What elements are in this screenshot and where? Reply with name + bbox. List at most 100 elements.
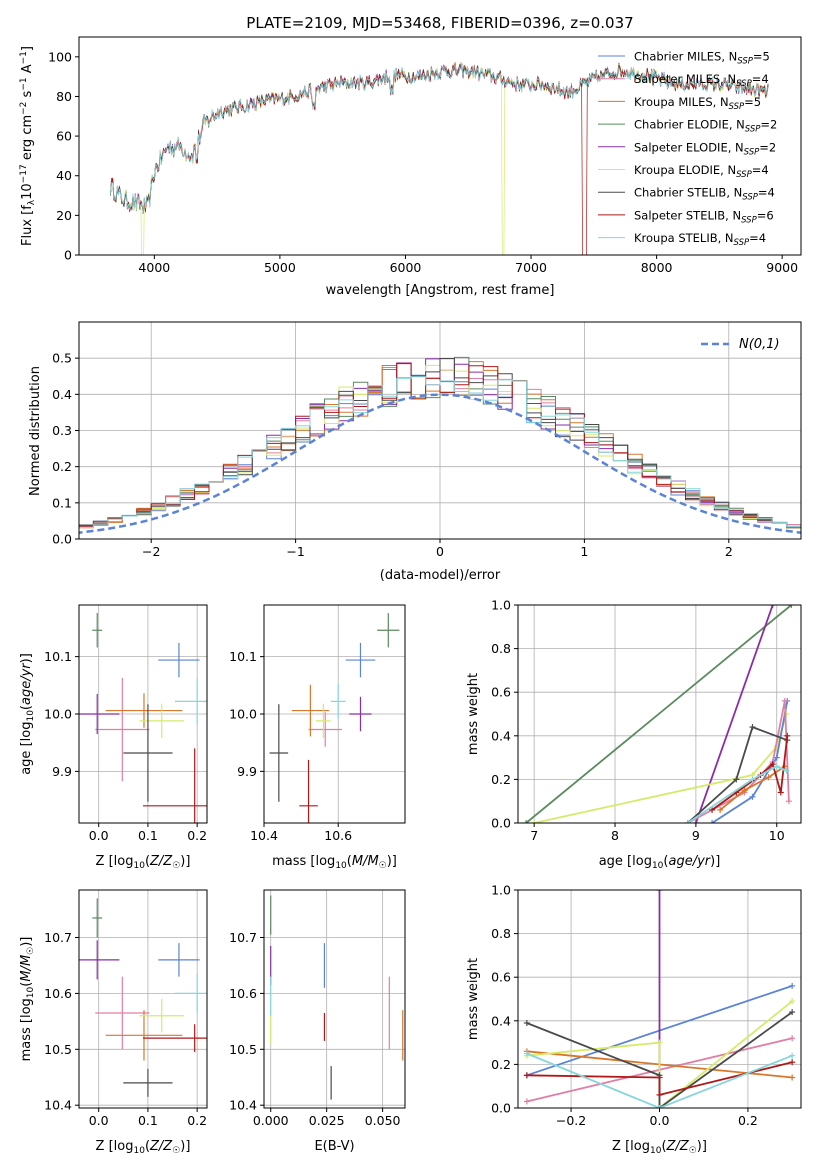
label-part: 10 [26,710,36,722]
figure-title: PLATE=2109, MJD=53468, FIBERID=0396, z=0… [246,14,633,32]
label-part: =4 [758,186,775,200]
x-tick-label: 4000 [138,260,170,275]
panel-age-vs-mass: 10.4 10.6 9.9 10.0 10.1 mass [log10(M/M☉)] [229,604,406,871]
y-tick-label: 0.3 [52,423,72,438]
x-tick-label: 7000 [515,260,547,275]
y-tick-label: 20 [56,208,72,223]
label-part: age [log [19,722,34,775]
y-tick-label: 10.5 [229,1042,257,1057]
label-part: M/M [19,955,34,982]
y-tick-label: 9.9 [237,764,257,779]
y-axis-label: mass weight [466,673,481,755]
label-part: Flux [f [20,205,35,246]
y-tick-label: 10.6 [44,986,72,1001]
label-part: =2 [759,140,776,154]
plot-content [269,613,400,823]
label-part: ( [19,982,34,987]
x-axis-label: E(B-V) [314,1139,354,1154]
spectrum-line [110,63,769,214]
legend-label: Salpeter STELIB, NSSP=6 [634,208,774,225]
label-part: ( [663,854,668,869]
label-part: 10 [20,183,35,200]
weight-line [525,605,792,823]
x-tick-label: 0.0 [650,1113,670,1128]
legend-label: Kroupa MILES, NSSP=5 [634,95,761,112]
panel-weight-vs-age: 7 8 9 10 0.0 0.2 0.4 0.6 0.8 1.0 mass weight age [l… [466,598,802,871]
label-part: )] [710,854,720,869]
x-axis-label: age [log10(age/yr)] [599,854,721,871]
legend-label: Salpeter MILES, NSSP=4 [634,72,769,89]
label-part: Z [log [96,1139,134,1154]
label-part: SSP [736,170,752,180]
y-tick-label: 10.7 [229,930,257,945]
y-tick-label: 10.7 [44,930,72,945]
label-part: 10 [650,1146,662,1156]
label-part: SSP [741,215,757,225]
x-tick-label: 10.4 [250,828,278,843]
y-tick-label: 60 [56,129,72,144]
label-part: mass [log [272,854,335,869]
x-tick-label: 9 [692,828,700,843]
weight-line [687,765,787,823]
axes-frame [78,889,208,1109]
y-axis-label: mass weight [466,958,481,1040]
label-part: )] [180,854,190,869]
legend-label: N(0,1) [739,337,780,352]
label-part: ☉ [689,1146,697,1156]
label-part: −17 [19,164,29,183]
label-part: Kroupa ELODIE, N [634,163,736,177]
y-tick-label: 0.2 [491,772,511,787]
x-tick-label: 8 [611,828,619,843]
x-tick-label: 0 [436,544,444,559]
y-tick-label: 10.4 [44,1098,72,1113]
x-tick-label: 0.0 [89,828,109,843]
y-tick-label: 0.4 [52,387,72,402]
y-tick-label: 1.0 [491,598,511,613]
label-part: Z/Z [666,1139,690,1154]
label-part: Chabrier ELODIE, N [634,118,745,132]
y-axis-label: mass [log10(M/M☉)] [19,937,36,1062]
label-part: SSP [734,238,750,248]
legend-label: Chabrier MILES, NSSP=5 [634,50,770,67]
plot-area [79,890,207,1108]
axes-frame [263,889,406,1109]
y-axis-label: age [log10(age/yr)] [19,653,36,775]
label-part: 10 [133,861,145,871]
label-part: Z/Z [149,854,173,869]
y-tick-label: 10.1 [44,649,72,664]
label-part: s [20,90,35,101]
weight-line [711,700,789,823]
plot-content [523,605,795,823]
label-part: age/yr [19,662,34,705]
plot-content [79,898,207,1097]
label-part: ( [145,1139,150,1154]
plot-content [79,356,801,534]
panel-residuals: −2 −1 0 1 2 0.0 0.1 0.2 0.3 0.4 0.5 N(0,1) Normed di… [28,321,802,583]
label-part: Kroupa STELIB, N [634,231,734,245]
legend-label: Chabrier ELODIE, NSSP=2 [634,118,777,135]
x-tick-label: −0.2 [556,1113,586,1128]
x-axis-label: mass [log10(M/M☉)] [272,854,397,871]
label-part: SSP [744,147,760,157]
label-part: Salpeter STELIB, N [634,208,741,222]
label-part: ( [347,854,352,869]
label-part: Z [log [96,854,134,869]
y-tick-label: 0.2 [52,459,72,474]
label-part: −1 [19,77,29,90]
x-tick-label: 0.0 [89,1113,109,1128]
y-tick-label: 100 [48,49,72,64]
y-tick-label: 0.6 [491,685,511,700]
y-tick-label: 40 [56,168,72,183]
legend-label: Salpeter ELODIE, NSSP=2 [634,140,776,157]
label-part: =5 [744,95,761,109]
normal-curve [79,393,801,534]
x-tick-label: 6000 [390,260,422,275]
label-part: ☉ [172,1146,180,1156]
legend-label: Kroupa STELIB, NSSP=4 [634,231,766,248]
label-part: ☉ [26,947,36,955]
x-tick-label: 0.000 [253,1113,289,1128]
label-part: age/yr [668,854,711,869]
